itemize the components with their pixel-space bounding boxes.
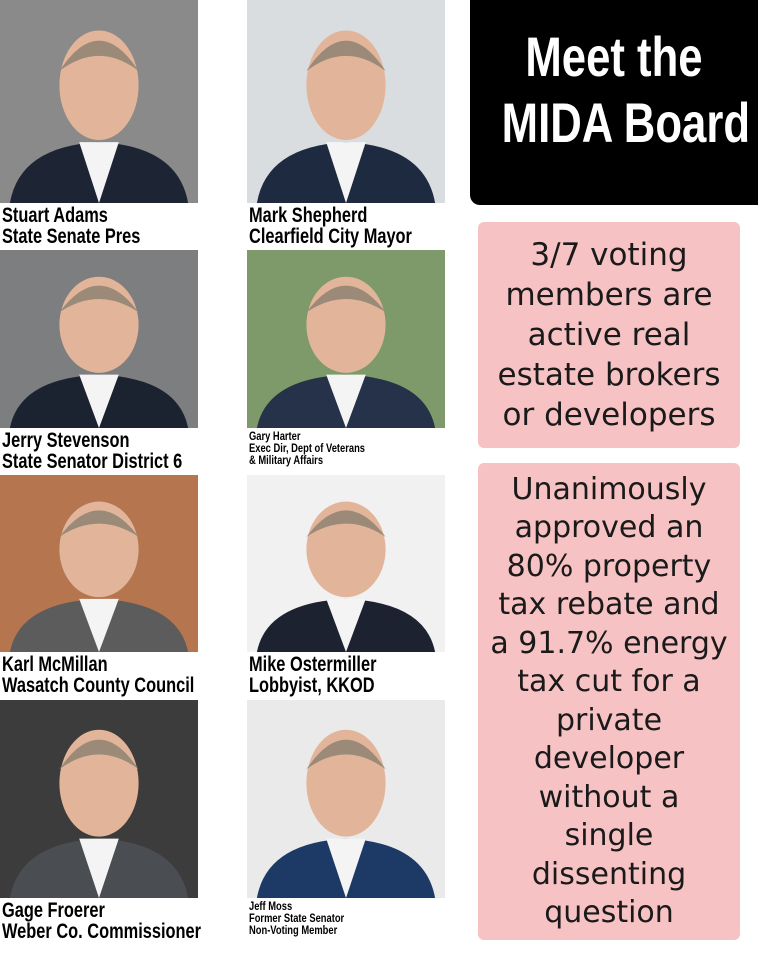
member-role: State Senator District 6 [2, 450, 183, 473]
portrait [247, 0, 445, 203]
callout-line: single [564, 818, 654, 853]
callout-line: Unanimously [511, 471, 707, 507]
member-label: Mark Shepherd Clearfield City Mayor [249, 205, 458, 247]
portrait [0, 0, 198, 203]
title-line: Meet the [525, 25, 703, 88]
portrait [247, 475, 445, 652]
callout-line: or developers [502, 397, 716, 433]
callout-line: developer [533, 741, 685, 776]
portrait [247, 700, 445, 898]
member-role: & Military Affairs [249, 453, 324, 467]
title-box: Meet the MIDA Board [470, 0, 758, 205]
member-role: Exec Dir, Dept of Veterans [249, 441, 366, 455]
member-role: Non-Voting Member [249, 923, 338, 937]
member-name: Mike Ostermiller [249, 653, 377, 676]
member-name: Stuart Adams [2, 204, 108, 227]
portrait-figure [9, 501, 189, 652]
callout-line: without a [538, 779, 680, 815]
callout-line: active real [527, 317, 691, 353]
member-name: Gage Froerer [2, 899, 105, 922]
callout-line: estate brokers [497, 357, 721, 393]
callout-line: a 91.7% energy [490, 625, 728, 661]
callout-line: tax rebate and [498, 587, 720, 622]
member-name: Gary Harter [249, 429, 301, 443]
portrait [247, 250, 445, 428]
member-name: Karl McMillan [2, 653, 108, 676]
portrait-figure [9, 30, 189, 203]
callout-line: question [544, 895, 674, 930]
callout-line: 80% property [506, 548, 712, 584]
member-name: Jerry Stevenson [2, 429, 130, 452]
callout-line: dissenting [531, 856, 687, 892]
callout-line: approved an [514, 510, 704, 545]
member-label: Jerry Stevenson State Senator District 6 [2, 430, 233, 472]
callout-line: members are [505, 277, 713, 313]
portrait-figure [9, 276, 189, 428]
member-role: Lobbyist, KKOD [249, 674, 375, 697]
portrait [0, 250, 198, 428]
title-line: MIDA Board [501, 91, 751, 154]
member-role: Clearfield City Mayor [249, 225, 412, 248]
callout-line: tax cut for a [517, 664, 701, 699]
portrait [0, 700, 198, 898]
member-label: Stuart Adams State Senate Pres [2, 205, 179, 247]
member-role: State Senate Pres [2, 225, 141, 248]
callout-box: 3/7 voting members are active real estate b… [478, 222, 740, 448]
callout-line: 3/7 voting [530, 237, 688, 273]
portrait-figure [256, 729, 436, 898]
callout-box: Unanimously approved an 80% property tax re… [478, 463, 740, 940]
member-role: Weber Co. Commissioner [2, 920, 202, 943]
member-label: Gage Froerer Weber Co. Commissioner [2, 900, 257, 942]
portrait-figure [256, 501, 436, 652]
member-label: Jeff Moss Former State Senator Non-Voting … [249, 900, 371, 936]
portrait-figure [9, 729, 189, 898]
member-label: Karl McMillan Wasatch County Council [2, 654, 249, 696]
portrait [0, 475, 198, 652]
member-name: Jeff Moss [249, 899, 293, 913]
member-role: Former State Senator [249, 911, 345, 925]
member-label: Gary Harter Exec Dir, Dept of Veterans & M… [249, 430, 398, 466]
callout-line: private [555, 702, 663, 738]
member-name: Mark Shepherd [249, 204, 368, 227]
portrait-figure [256, 30, 436, 203]
member-role: Wasatch County Council [2, 674, 195, 697]
portrait-figure [256, 276, 436, 428]
member-label: Mike Ostermiller Lobbyist, KKOD [249, 654, 412, 696]
